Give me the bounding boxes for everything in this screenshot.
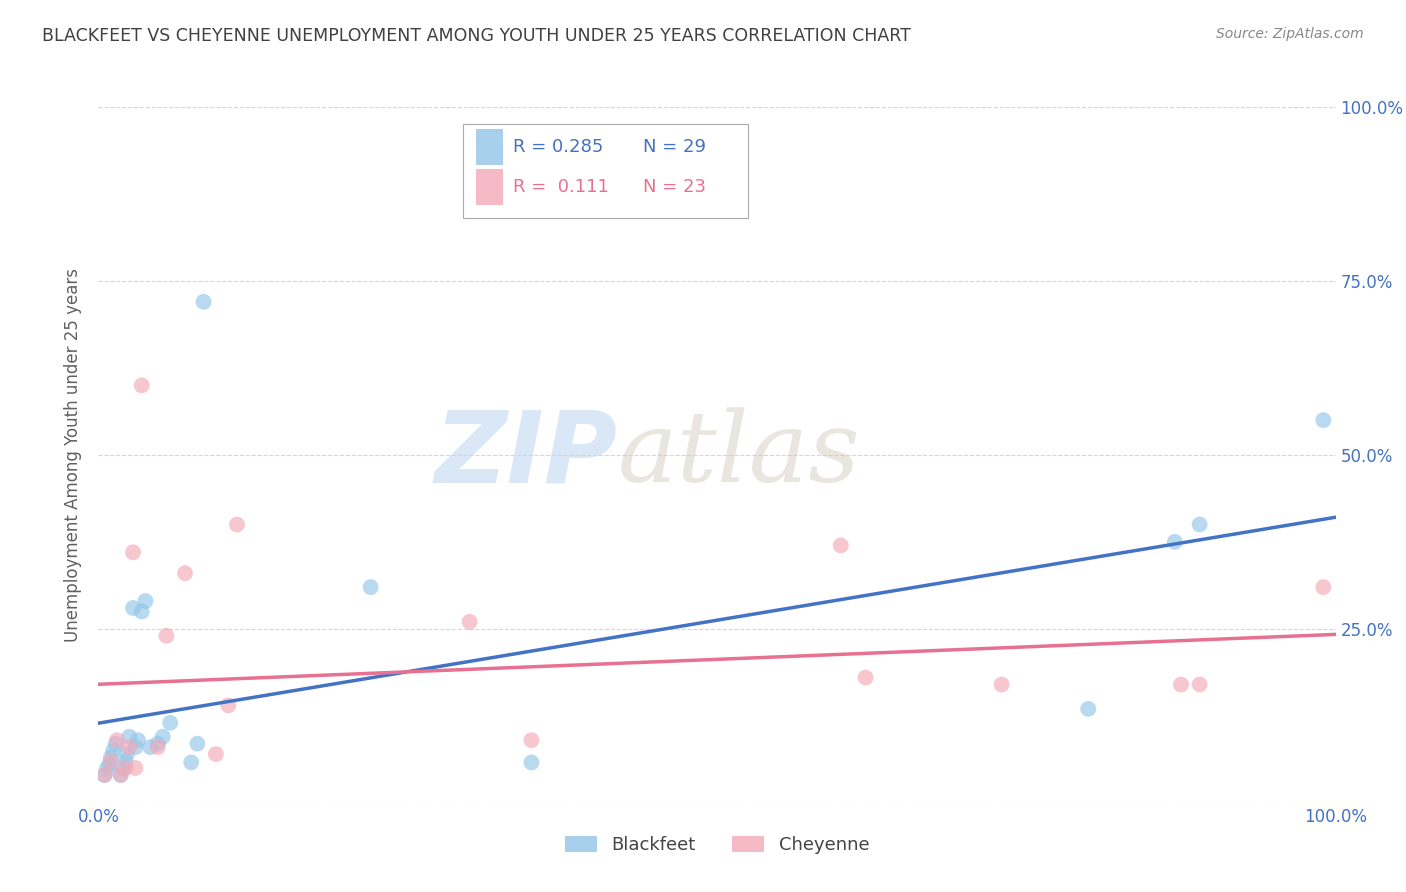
Text: N = 29: N = 29 [643,138,706,156]
Point [124,740,146,755]
Point [205,747,228,761]
Point [458,615,481,629]
Point [96,761,118,775]
Bar [464,124,748,219]
Legend: Blackfeet, Cheyenne: Blackfeet, Cheyenne [555,827,879,863]
Point [1077,702,1099,716]
Point [830,538,852,552]
Point [193,294,215,309]
Point [152,730,174,744]
Point [990,677,1012,691]
Y-axis label: Unemployment Among Youth under 25 years: Unemployment Among Youth under 25 years [65,268,83,642]
Point [186,737,208,751]
Point [1170,677,1192,691]
Point [100,754,122,768]
Point [110,768,132,782]
Point [122,545,145,559]
Point [98,757,121,772]
Point [520,733,543,747]
Text: atlas: atlas [619,408,860,502]
Point [114,761,136,775]
Point [360,580,382,594]
Point [118,740,141,755]
Point [226,517,249,532]
Point [855,671,877,685]
Point [110,768,132,782]
Point [217,698,239,713]
Point [1188,677,1211,691]
Point [180,756,202,770]
Point [134,594,156,608]
Point [104,737,127,751]
Text: R =  0.111: R = 0.111 [513,178,609,196]
Point [127,733,149,747]
Bar [475,169,503,205]
Text: N = 23: N = 23 [643,178,706,196]
Point [93,768,115,782]
Point [1312,580,1334,594]
Point [155,629,177,643]
Point [139,740,162,755]
Text: BLACKFEET VS CHEYENNE UNEMPLOYMENT AMONG YOUTH UNDER 25 YEARS CORRELATION CHART: BLACKFEET VS CHEYENNE UNEMPLOYMENT AMONG… [42,27,911,45]
Bar [475,129,503,166]
Point [146,737,169,751]
Point [146,740,169,755]
Point [112,761,135,775]
Point [115,747,138,761]
Point [520,756,543,770]
Point [174,566,197,581]
Point [1312,413,1334,427]
Point [159,715,181,730]
Point [114,754,136,768]
Point [131,605,153,619]
Point [93,768,115,782]
Point [122,601,145,615]
Point [1164,535,1187,549]
Point [118,730,141,744]
Text: ZIP: ZIP [434,407,619,503]
Point [1188,517,1211,532]
Point [100,750,122,764]
Point [103,744,125,758]
Text: R = 0.285: R = 0.285 [513,138,603,156]
Point [105,733,128,747]
Text: Source: ZipAtlas.com: Source: ZipAtlas.com [1216,27,1364,41]
Point [131,378,153,392]
Point [124,761,146,775]
